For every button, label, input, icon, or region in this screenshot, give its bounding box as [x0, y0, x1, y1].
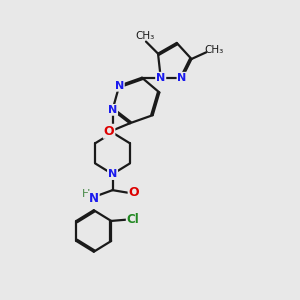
Text: N: N — [115, 81, 124, 91]
Text: CH₃: CH₃ — [136, 31, 155, 41]
Text: Cl: Cl — [127, 213, 140, 226]
Text: N: N — [156, 73, 165, 83]
Text: CH₃: CH₃ — [204, 45, 223, 55]
Text: N: N — [108, 169, 117, 179]
Text: H: H — [82, 189, 91, 200]
Text: O: O — [129, 186, 139, 199]
Text: N: N — [89, 192, 99, 205]
Text: O: O — [104, 125, 114, 138]
Text: N: N — [178, 73, 187, 83]
Text: N: N — [108, 105, 117, 115]
